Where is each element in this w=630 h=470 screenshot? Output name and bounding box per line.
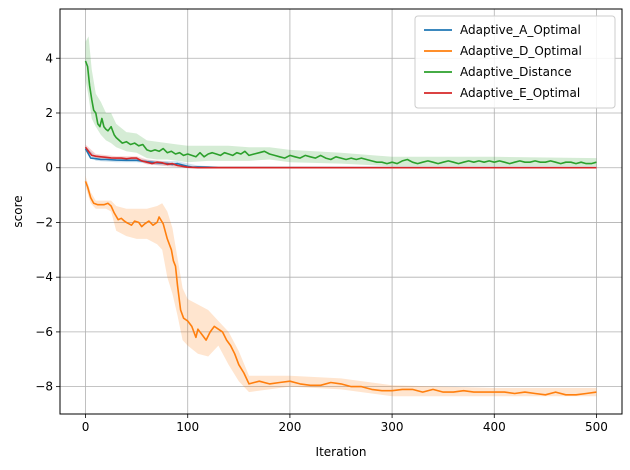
x-tick-label: 300 bbox=[381, 420, 404, 434]
axis-ticks: 0 100 200 300 400 500 −8 −6 −4 −2 0 2 4 bbox=[35, 51, 608, 434]
series-line bbox=[84, 146, 597, 169]
series-line bbox=[84, 181, 597, 396]
legend-label: Adaptive_A_Optimal bbox=[460, 23, 581, 37]
legend-label: Adaptive_E_Optimal bbox=[460, 86, 580, 100]
y-tick-label: −8 bbox=[35, 380, 53, 394]
x-tick-label: 100 bbox=[176, 420, 199, 434]
y-tick-label: −4 bbox=[35, 270, 53, 284]
legend: Adaptive_A_Optimal Adaptive_D_Optimal Adap… bbox=[414, 15, 616, 109]
series-line bbox=[84, 60, 597, 165]
legend-box bbox=[414, 15, 616, 109]
legend-label: Adaptive_D_Optimal bbox=[460, 44, 582, 58]
x-axis-label: Iteration bbox=[316, 445, 367, 459]
x-tick-label: 400 bbox=[483, 420, 506, 434]
series-band bbox=[85, 175, 597, 397]
series-lines bbox=[84, 60, 597, 396]
x-tick-label: 200 bbox=[278, 420, 301, 434]
y-tick-label: 0 bbox=[45, 161, 53, 175]
y-tick-label: −2 bbox=[35, 215, 53, 229]
y-tick-label: 2 bbox=[45, 106, 53, 120]
x-tick-label: 0 bbox=[82, 420, 90, 434]
confidence-bands bbox=[85, 36, 597, 397]
y-axis-label: score bbox=[11, 195, 25, 227]
x-tick-label: 500 bbox=[585, 420, 608, 434]
legend-label: Adaptive_Distance bbox=[460, 65, 572, 79]
y-tick-label: 4 bbox=[45, 51, 53, 65]
y-tick-label: −6 bbox=[35, 325, 53, 339]
plot-frame bbox=[59, 8, 623, 415]
